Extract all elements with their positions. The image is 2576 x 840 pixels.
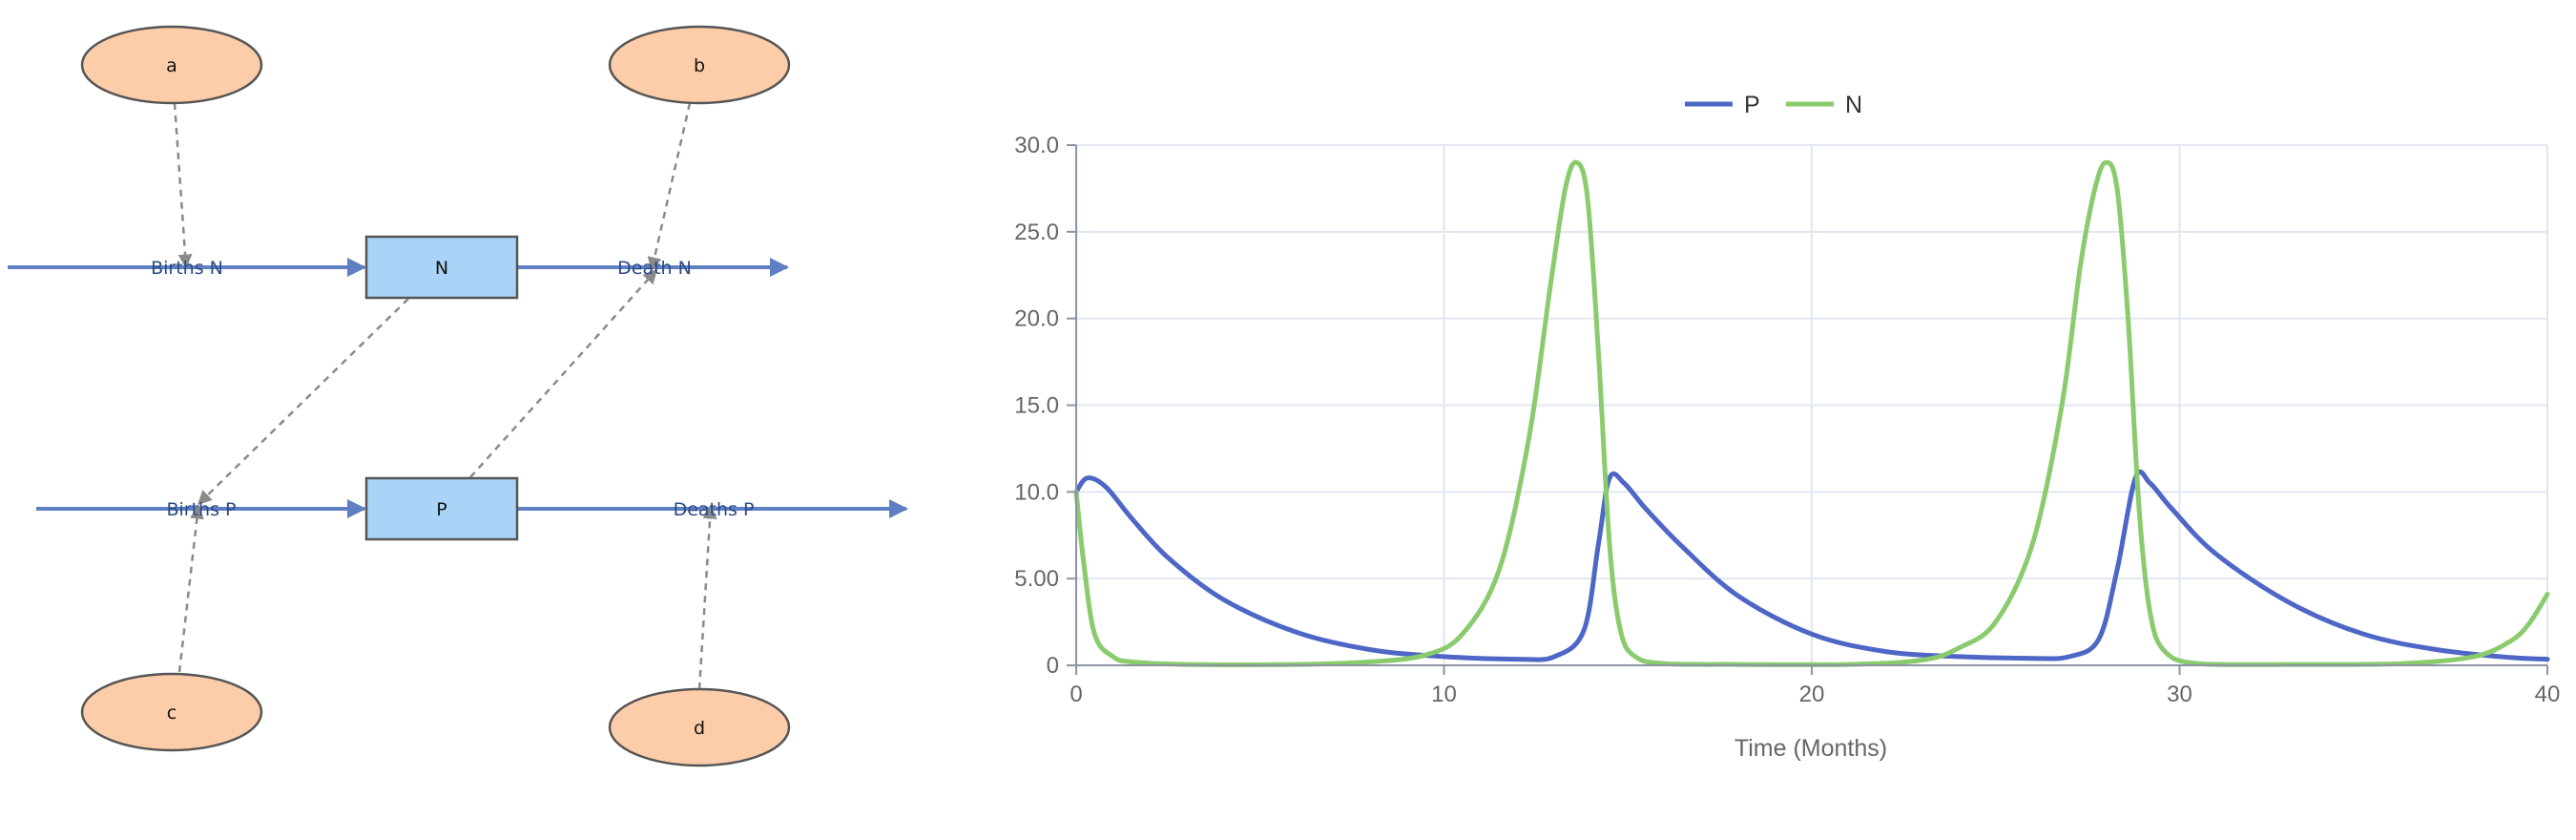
flow-label-death-n: Death N	[617, 258, 692, 279]
stock-p-box[interactable]	[364, 476, 519, 541]
stock-flow-diagram: Births N Death N Births P Deaths P N P a…	[8, 25, 908, 767]
stock-n-box[interactable]	[364, 235, 519, 300]
parameter-a-label: a	[166, 55, 177, 76]
stock-n-label: N	[435, 258, 448, 279]
link-a-to-births-n	[173, 102, 193, 269]
x-tick-label: 0	[1070, 682, 1082, 707]
x-tick-label: 30	[2167, 682, 2192, 707]
link-p-to-death-n	[469, 268, 658, 478]
flow-label-deaths-p: Deaths P	[674, 499, 755, 520]
series-line-p[interactable]	[1073, 469, 2550, 662]
parameter-b-label: b	[694, 55, 705, 76]
y-tick-label: 5.00	[1014, 566, 1059, 592]
flow-label-births-n: Births N	[151, 258, 223, 279]
stock-p-label: P	[436, 499, 447, 520]
y-tick-label: 20.0	[1014, 306, 1059, 332]
parameter-a-ellipse[interactable]	[80, 25, 263, 105]
parameter-d-ellipse[interactable]	[608, 687, 791, 767]
x-tick-label: 20	[1799, 682, 1825, 707]
y-tick-label: 30.0	[1014, 133, 1059, 158]
parameter-b-ellipse[interactable]	[608, 25, 791, 105]
flow-label-births-p: Births P	[166, 499, 236, 520]
y-tick-label: 15.0	[1014, 393, 1059, 419]
x-tick-label: 10	[1431, 682, 1457, 707]
y-tick-label: 25.0	[1014, 220, 1059, 245]
axes-layer: 0 5.00 10.0 15.0 20.0 25.0 30.0 0 10 20 30 40	[1014, 133, 2560, 707]
grid-layer	[1075, 144, 2548, 666]
link-c-to-births-p	[177, 504, 204, 673]
x-tick-label: 40	[2535, 682, 2561, 707]
link-b-to-death-n	[647, 102, 692, 272]
x-axis-title: Time (Months)	[1735, 735, 1887, 762]
legend-label-n[interactable]: N	[1845, 92, 1862, 118]
legend-label-p[interactable]: P	[1744, 92, 1760, 118]
parameter-c-ellipse[interactable]	[80, 672, 263, 752]
link-d-to-deaths-p	[697, 504, 717, 690]
y-tick-label: 0	[1047, 653, 1059, 679]
parameter-c-label: c	[167, 703, 177, 724]
y-tick-label: 10.0	[1014, 479, 1059, 505]
parameter-d-label: d	[694, 718, 705, 739]
